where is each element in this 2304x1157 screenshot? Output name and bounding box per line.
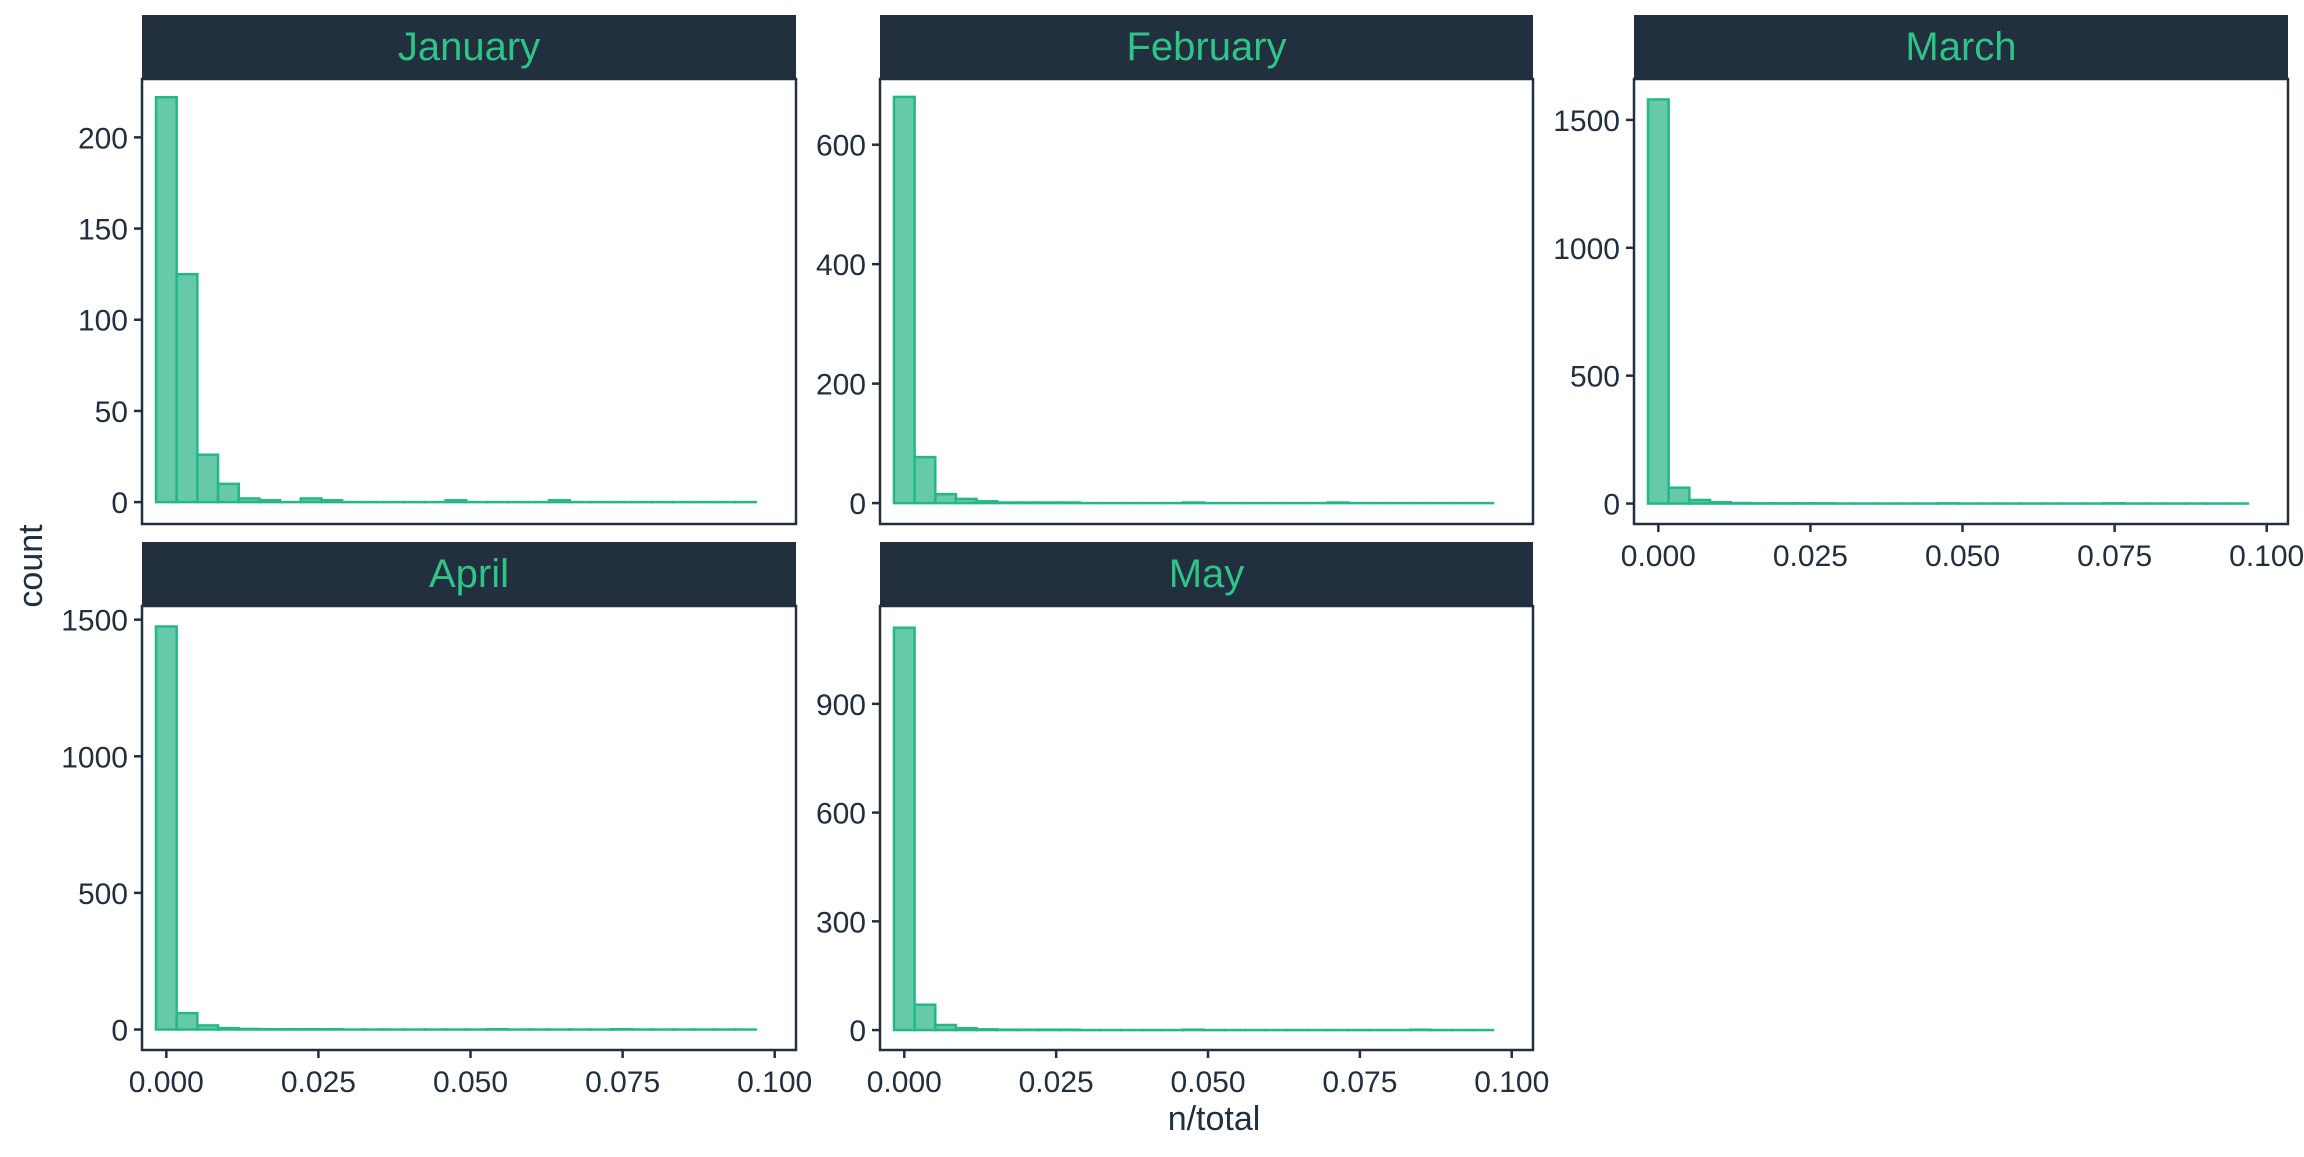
facet-title: February — [1126, 25, 1286, 69]
histogram-bar — [935, 494, 956, 503]
x-tick-label: 0.075 — [2077, 540, 2152, 573]
y-tick-label: 1500 — [61, 605, 128, 638]
panel-border — [1634, 79, 2288, 524]
facet-may: May 0 300 600 900 0.000 0.025 0.050 0.075 0.100 — [816, 542, 1549, 1099]
histogram-bar — [894, 628, 915, 1030]
y-tick-label: 300 — [816, 906, 866, 939]
x-tick-label: 0.100 — [1474, 1066, 1549, 1099]
x-tick-label: 0.075 — [1322, 1066, 1397, 1099]
histogram-bar — [549, 500, 570, 502]
panel-border — [880, 606, 1533, 1050]
facet-january: January 0 50 100 150 200 — [78, 15, 796, 524]
histogram-bar — [935, 1025, 956, 1030]
x-tick-label: 0.075 — [585, 1066, 660, 1099]
histogram-bar — [956, 1028, 977, 1030]
histogram-bar — [197, 1025, 218, 1029]
y-tick-label: 1000 — [61, 741, 128, 774]
x-tick-label: 0.025 — [1773, 540, 1848, 573]
histogram-bar — [1648, 99, 1669, 503]
histogram-bar — [1059, 502, 1080, 503]
histogram-bar — [894, 97, 915, 503]
x-tick-label: 0.000 — [867, 1066, 942, 1099]
histogram-bar — [1039, 502, 1060, 503]
y-tick-label: 900 — [816, 689, 866, 722]
histogram-bar — [259, 500, 280, 502]
x-tick-label: 0.050 — [1925, 540, 2000, 573]
histogram-bar — [239, 1029, 260, 1030]
facet-february: February 0 200 400 600 — [816, 15, 1533, 524]
y-tick-label: 1500 — [1553, 105, 1620, 138]
y-tick-label: 0 — [849, 1015, 866, 1048]
histogram-bar — [218, 484, 239, 502]
histogram-bar — [1710, 502, 1731, 503]
histogram-bar — [197, 455, 218, 502]
histogram-bar — [977, 501, 998, 503]
y-tick-label: 500 — [1570, 361, 1620, 394]
histogram-bar — [301, 498, 322, 502]
x-tick-label: 0.025 — [281, 1066, 356, 1099]
x-tick-label: 0.050 — [433, 1066, 508, 1099]
histogram-bar — [915, 1005, 936, 1030]
x-tick-label: 0.025 — [1019, 1066, 1094, 1099]
y-tick-label: 500 — [78, 878, 128, 911]
histogram-bar — [446, 500, 467, 502]
y-tick-label: 600 — [816, 130, 866, 163]
histogram-bar — [1183, 502, 1204, 503]
facet-title: April — [429, 552, 509, 596]
histogram-bar — [977, 1029, 998, 1030]
histogram-bar — [321, 500, 342, 502]
facet-title: January — [398, 25, 540, 69]
histogram-bar — [1328, 502, 1349, 503]
y-tick-label: 0 — [1603, 489, 1620, 522]
x-tick-label: 0.000 — [1621, 540, 1696, 573]
histogram-bar — [956, 499, 977, 503]
histogram-bar — [239, 498, 260, 502]
y-tick-label: 50 — [95, 396, 128, 429]
y-tick-label: 1000 — [1553, 233, 1620, 266]
histogram-bar — [1018, 502, 1039, 503]
facet-march: March 0 500 1000 1500 0.000 0.025 0.050 0.075 0.1… — [1553, 15, 2304, 573]
x-tick-label: 0.100 — [2229, 540, 2304, 573]
x-tick-label: 0.050 — [1170, 1066, 1245, 1099]
y-axis-title: count — [12, 524, 50, 608]
y-tick-label: 100 — [78, 305, 128, 338]
histogram-bar — [156, 626, 177, 1029]
y-tick-label: 0 — [849, 488, 866, 521]
y-tick-label: 400 — [816, 249, 866, 282]
panel-border — [142, 606, 796, 1050]
facets-layer: January 0 50 100 150 200 February 0 200 400 600 Mar… — [61, 15, 2304, 1099]
facet-title: March — [1905, 25, 2016, 69]
histogram-bar — [997, 502, 1018, 503]
y-tick-label: 600 — [816, 798, 866, 831]
facet-april: April 0 500 1000 1500 0.000 0.025 0.050 0.075 0.1… — [61, 542, 812, 1099]
panel-border — [880, 79, 1533, 524]
x-tick-label: 0.000 — [129, 1066, 204, 1099]
y-tick-label: 200 — [816, 369, 866, 402]
x-axis-title: n/total — [1168, 1100, 1261, 1138]
histogram-bar — [177, 274, 198, 502]
panel-border — [142, 79, 796, 524]
y-tick-label: 150 — [78, 214, 128, 247]
facet-title: May — [1169, 552, 1245, 596]
y-tick-label: 200 — [78, 122, 128, 155]
x-tick-label: 0.100 — [737, 1066, 812, 1099]
histogram-bar — [1689, 500, 1710, 504]
histogram-bar — [156, 97, 177, 502]
histogram-bar — [177, 1013, 198, 1029]
histogram-bar — [218, 1028, 239, 1029]
y-tick-label: 0 — [111, 1015, 128, 1048]
histogram-bar — [915, 457, 936, 503]
histogram-bar — [1731, 503, 1752, 504]
y-tick-label: 0 — [111, 487, 128, 520]
histogram-bar — [1669, 488, 1690, 504]
